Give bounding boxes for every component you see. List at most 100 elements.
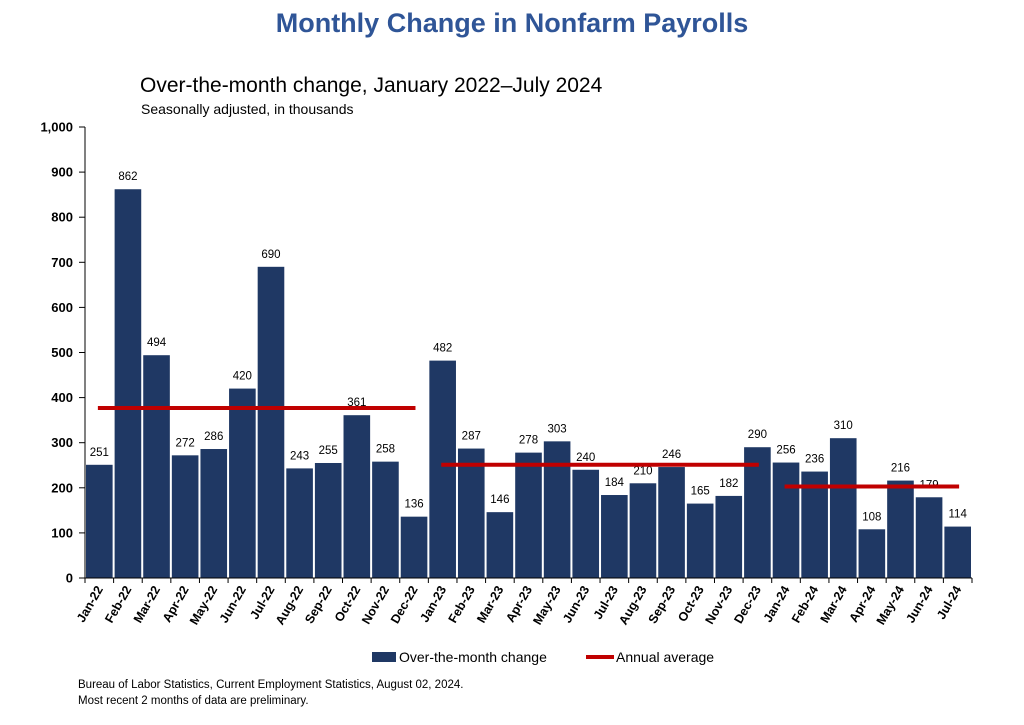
x-tick-label-Jul-22: Jul-22 <box>247 583 277 621</box>
bar-Jul-23 <box>601 495 628 578</box>
y-axis: 0 100 200 300 400 500 600 700 800 900 1,000 <box>40 120 86 586</box>
x-tick-label-Oct-22: Oct-22 <box>332 583 364 624</box>
x-tick-label-Dec-23: Dec-23 <box>731 583 764 626</box>
data-label-Aug-23: 210 <box>633 465 652 477</box>
x-axis: Jan-22Feb-22Mar-22Apr-22May-22Jun-22Jul-… <box>74 577 973 627</box>
x-tick-label-Feb-22: Feb-22 <box>102 583 134 625</box>
data-label-Mar-24: 310 <box>834 420 853 432</box>
y-tick-label: 400 <box>51 390 73 405</box>
x-tick-label-Aug-22: Aug-22 <box>273 583 306 627</box>
data-label-Jul-24: 114 <box>949 509 968 521</box>
bar-Feb-24 <box>801 471 828 578</box>
data-label-Jan-24: 256 <box>776 445 795 457</box>
data-label-Dec-22: 136 <box>404 499 423 511</box>
bar-Mar-24 <box>829 438 857 578</box>
data-label-Apr-22: 272 <box>176 437 195 449</box>
data-label-Apr-23: 278 <box>519 435 538 447</box>
y-tick-label: 700 <box>51 255 73 270</box>
y-tick-label: 600 <box>51 300 73 315</box>
x-tick-label-May-23: May-23 <box>530 583 563 627</box>
bar-May-24 <box>887 480 914 578</box>
legend-label-annual-average: Annual average <box>616 649 714 665</box>
chart-subtitle: Seasonally adjusted, in thousands <box>141 101 354 117</box>
bar-Oct-22 <box>343 415 371 578</box>
data-label-Feb-23: 287 <box>462 431 481 443</box>
bar-May-23 <box>543 441 571 578</box>
data-label-Nov-23: 182 <box>719 478 738 490</box>
data-label-Oct-23: 165 <box>691 486 710 498</box>
data-label-Feb-24: 236 <box>805 454 824 466</box>
y-tick-label: 1,000 <box>40 120 73 135</box>
bar-Dec-23 <box>744 447 771 578</box>
y-tick-label: 800 <box>51 210 73 225</box>
bar-Nov-22 <box>372 461 399 578</box>
bar-Mar-22 <box>143 355 170 578</box>
data-label-Apr-24: 108 <box>862 511 881 523</box>
bar-Aug-22 <box>286 468 313 578</box>
x-tick-label-Mar-24: Mar-24 <box>818 583 850 625</box>
data-label-Jul-23: 184 <box>605 477 625 489</box>
bar-Feb-22 <box>114 189 142 578</box>
data-label-Mar-22: 494 <box>147 337 167 349</box>
bar-Jun-23 <box>572 469 600 578</box>
bar-Apr-23 <box>515 452 542 578</box>
bar-Jan-22 <box>86 464 113 578</box>
x-tick-label-May-22: May-22 <box>187 583 220 627</box>
data-label-Jan-23: 482 <box>433 343 452 355</box>
bar-Jan-24 <box>772 462 800 578</box>
legend-swatch-bar <box>372 652 396 662</box>
data-label-Jun-22: 420 <box>233 371 252 383</box>
x-tick-label-Sep-22: Sep-22 <box>302 583 335 626</box>
bar-Nov-23 <box>715 495 743 578</box>
x-tick-label-Jul-23: Jul-23 <box>591 583 621 621</box>
y-tick-label: 900 <box>51 165 73 180</box>
x-tick-label-Jun-23: Jun-23 <box>560 583 592 625</box>
data-label-Jun-23: 240 <box>576 452 595 464</box>
y-tick-label: 500 <box>51 345 73 360</box>
x-tick-label-Dec-22: Dec-22 <box>388 583 421 626</box>
x-tick-label-Sep-23: Sep-23 <box>646 583 679 626</box>
bar-Sep-22 <box>314 462 342 578</box>
bar-Oct-23 <box>686 503 714 578</box>
x-tick-label-Oct-23: Oct-23 <box>675 583 707 624</box>
data-label-May-22: 286 <box>204 431 223 443</box>
bar-Apr-24 <box>858 529 886 578</box>
x-tick-label-Jun-22: Jun-22 <box>217 583 249 625</box>
bar-Jun-22 <box>229 388 256 578</box>
y-tick-label: 200 <box>51 480 73 495</box>
bar-Aug-23 <box>629 483 657 578</box>
x-tick-label-Feb-24: Feb-24 <box>789 583 821 625</box>
data-label-Nov-22: 258 <box>376 444 395 456</box>
x-tick-label-Mar-23: Mar-23 <box>474 583 506 625</box>
bar-May-22 <box>200 449 228 578</box>
chart-title: Over-the-month change, January 2022–July… <box>140 74 603 97</box>
bar-Jul-22 <box>257 266 285 578</box>
data-label-Jan-22: 251 <box>90 447 109 459</box>
data-label-Feb-22: 862 <box>118 171 137 183</box>
bar-Jun-24 <box>915 497 943 578</box>
source-text: Bureau of Labor Statistics, Current Empl… <box>78 679 464 691</box>
x-tick-label-Nov-22: Nov-22 <box>359 583 392 626</box>
data-label-Mar-23: 146 <box>490 494 509 506</box>
x-tick-label-Jun-24: Jun-24 <box>903 583 935 625</box>
x-tick-label-Aug-23: Aug-23 <box>616 583 649 627</box>
data-label-Sep-23: 246 <box>662 449 681 461</box>
bar-Jan-23 <box>429 360 456 578</box>
bar-Feb-23 <box>457 448 485 578</box>
data-label-May-24: 216 <box>891 463 910 475</box>
bar-Dec-22 <box>400 516 428 578</box>
page-title: Monthly Change in Nonfarm Payrolls <box>275 8 749 38</box>
bar-Apr-22 <box>171 455 199 578</box>
bar-Jul-24 <box>944 526 971 578</box>
source-note: Bureau of Labor Statistics, Current Empl… <box>78 677 463 709</box>
data-label-Dec-23: 290 <box>748 429 767 441</box>
data-label-Aug-22: 243 <box>290 450 309 462</box>
x-tick-label-Nov-23: Nov-23 <box>702 583 735 626</box>
x-tick-label-May-24: May-24 <box>874 583 907 627</box>
bar-Sep-23 <box>658 467 685 578</box>
preliminary-note: Most recent 2 months of data are prelimi… <box>78 695 309 707</box>
legend: Over-the-month change Annual average <box>372 649 714 665</box>
x-tick-label-Mar-22: Mar-22 <box>131 583 163 625</box>
